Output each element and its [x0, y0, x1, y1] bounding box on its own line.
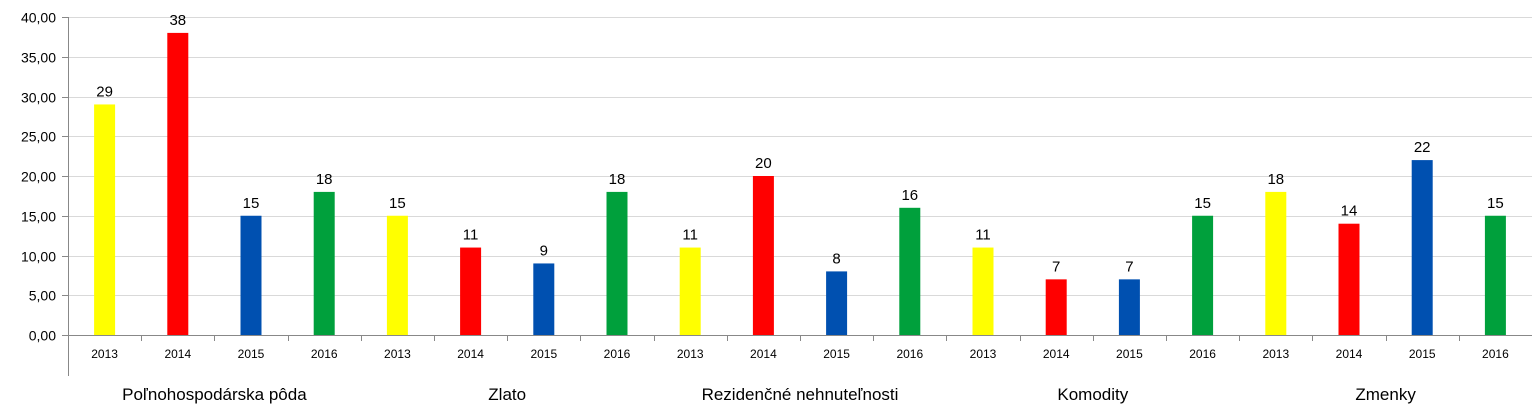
y-tick-label: 5,00	[29, 288, 56, 304]
bar	[533, 263, 555, 335]
bar	[679, 247, 701, 335]
bar	[167, 32, 189, 336]
x-tick-label: 2015	[238, 347, 265, 361]
data-label: 15	[1194, 195, 1211, 212]
bar	[386, 215, 408, 335]
data-label: 18	[609, 171, 626, 188]
data-label: 7	[1125, 258, 1133, 275]
group-label: Poľnohospodárska pôda	[122, 385, 307, 404]
x-tick-label: 2015	[530, 347, 557, 361]
x-tick-label: 2015	[823, 347, 850, 361]
y-tick-label: 40,00	[21, 10, 56, 26]
x-tick-label: 2014	[750, 347, 777, 361]
bar	[94, 104, 116, 335]
bar	[460, 247, 482, 335]
x-tick-label: 2016	[1482, 347, 1509, 361]
data-label: 15	[389, 195, 406, 212]
y-tick-label: 10,00	[21, 249, 56, 265]
x-tick-label: 2014	[457, 347, 484, 361]
bar	[313, 191, 335, 335]
data-label: 11	[682, 227, 698, 244]
x-tick-label: 2014	[1043, 347, 1070, 361]
x-tick-label: 2013	[91, 347, 118, 361]
bar	[1484, 215, 1506, 335]
data-label: 29	[96, 83, 113, 100]
bar	[240, 215, 262, 335]
bar	[1045, 279, 1067, 335]
bar	[1118, 279, 1140, 335]
bar	[606, 191, 628, 335]
data-label: 11	[975, 227, 991, 244]
bar	[972, 247, 994, 335]
data-label: 22	[1414, 139, 1431, 156]
group-label: Zlato	[488, 385, 526, 404]
x-tick-label: 2016	[1189, 347, 1216, 361]
data-label: 15	[243, 195, 260, 212]
y-tick-label: 15,00	[21, 209, 56, 225]
bar	[1192, 215, 1214, 335]
data-label: 15	[1487, 195, 1504, 212]
x-tick-label: 2013	[1262, 347, 1289, 361]
x-tick-label: 2015	[1116, 347, 1143, 361]
data-label: 9	[540, 242, 548, 259]
y-tick-label: 20,00	[21, 169, 56, 185]
x-tick-label: 2016	[604, 347, 631, 361]
data-label: 18	[1267, 171, 1284, 188]
x-tick-label: 2014	[1336, 347, 1363, 361]
bar	[1265, 191, 1287, 335]
y-tick-label: 35,00	[21, 50, 56, 66]
x-tick-label: 2015	[1409, 347, 1436, 361]
data-label: 16	[901, 187, 918, 204]
x-tick-label: 2014	[164, 347, 191, 361]
data-label: 38	[169, 12, 186, 29]
data-label: 7	[1052, 258, 1060, 275]
data-label: 8	[832, 250, 840, 267]
x-tick-label: 2016	[311, 347, 338, 361]
x-tick-label: 2013	[677, 347, 704, 361]
bar	[826, 271, 848, 335]
bar	[899, 207, 921, 335]
data-label: 18	[316, 171, 333, 188]
bar	[752, 176, 774, 335]
y-tick-label: 0,00	[29, 328, 56, 344]
group-label: Komodity	[1057, 385, 1128, 404]
data-label: 11	[463, 227, 479, 244]
x-tick-label: 2013	[384, 347, 411, 361]
x-tick-label: 2013	[970, 347, 997, 361]
group-label: Rezidenčné nehnuteľnosti	[702, 385, 899, 404]
bar	[1338, 223, 1360, 335]
data-label: 14	[1341, 203, 1358, 220]
bar	[1411, 160, 1433, 335]
y-tick-label: 25,00	[21, 129, 56, 145]
x-tick-label: 2016	[896, 347, 923, 361]
data-label: 20	[755, 155, 772, 172]
group-label: Zmenky	[1355, 385, 1416, 404]
y-tick-label: 30,00	[21, 90, 56, 106]
